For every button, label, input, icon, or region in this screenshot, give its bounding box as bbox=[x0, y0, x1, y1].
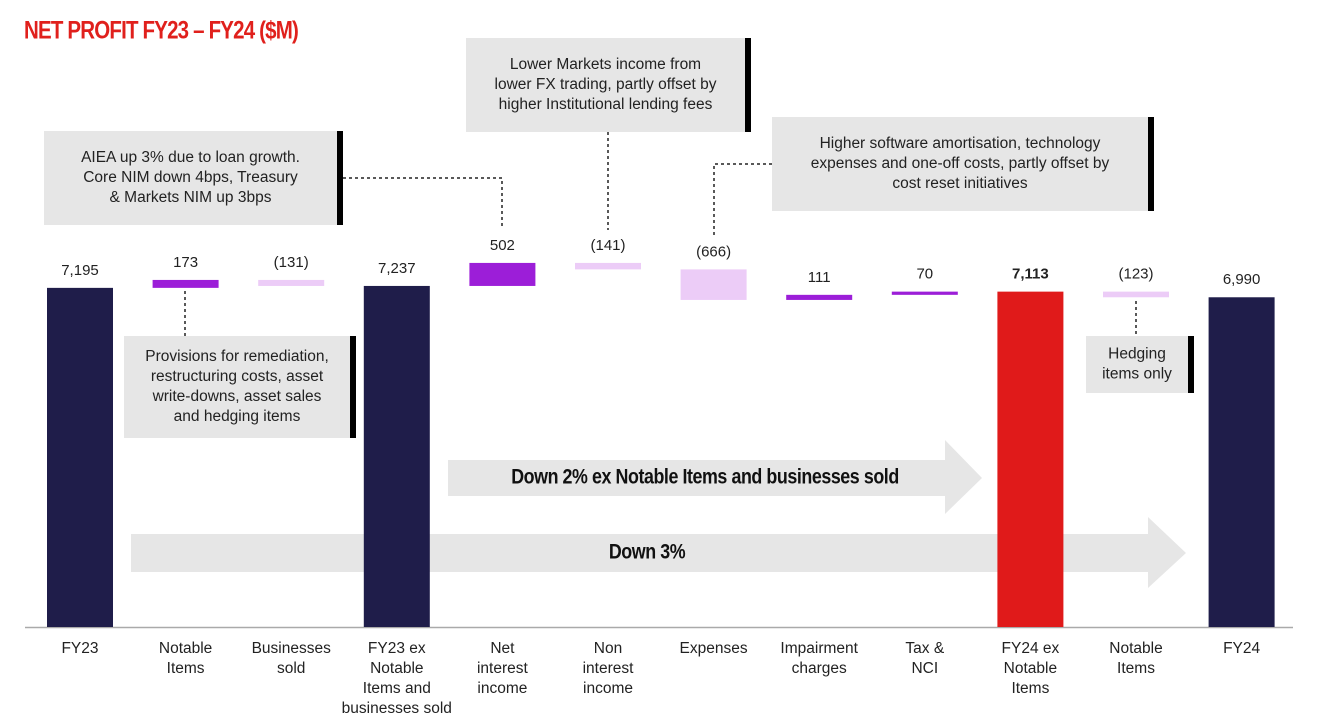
callout-bar bbox=[337, 131, 343, 225]
x-tick-label: interest bbox=[477, 660, 529, 677]
callout-text: Hedging bbox=[1108, 346, 1166, 363]
bar bbox=[891, 291, 958, 295]
callout-bar bbox=[1148, 117, 1154, 211]
x-tick-label: FY24 ex bbox=[1002, 640, 1060, 657]
callout-bar bbox=[1188, 336, 1194, 393]
callout-box bbox=[44, 131, 343, 225]
value-label: 173 bbox=[173, 254, 198, 271]
value-label: 6,990 bbox=[1223, 271, 1261, 288]
value-label: 70 bbox=[916, 266, 933, 283]
x-tick-label: FY23 ex bbox=[368, 640, 426, 657]
callout-text: and hedging items bbox=[174, 408, 301, 425]
value-label: 111 bbox=[808, 269, 831, 286]
x-tick-label: FY23 bbox=[61, 640, 98, 657]
callout-box bbox=[466, 38, 751, 132]
bar bbox=[575, 262, 641, 270]
callout-text: expenses and one-off costs, partly offse… bbox=[811, 155, 1110, 172]
x-tick-label: NCI bbox=[911, 660, 938, 677]
callout-box bbox=[1086, 336, 1194, 393]
x-tick-label: Items and bbox=[363, 680, 431, 697]
bar bbox=[363, 285, 430, 627]
chart-title: NET PROFIT FY23 – FY24 ($M) bbox=[24, 16, 298, 44]
x-tick-label: Businesses bbox=[252, 640, 332, 657]
callout-text: higher Institutional lending fees bbox=[499, 96, 713, 113]
callout-box bbox=[772, 117, 1154, 211]
x-tick-label: Notable bbox=[1109, 640, 1162, 657]
x-tick-label: Expenses bbox=[680, 640, 748, 657]
x-tick-label: Items bbox=[1011, 680, 1049, 697]
arrow-label: Down 3% bbox=[609, 540, 685, 564]
callout-text: AIEA up 3% due to loan growth. bbox=[81, 149, 300, 166]
value-label: 7,113 bbox=[1012, 266, 1049, 283]
arrow-label: Down 2% ex Notable Items and businesses … bbox=[511, 465, 899, 489]
bar bbox=[469, 262, 536, 286]
x-tick-label: Impairment bbox=[780, 640, 858, 657]
bar bbox=[47, 287, 113, 627]
x-tick-label: sold bbox=[277, 660, 305, 677]
callout-text: Lower Markets income from bbox=[510, 56, 701, 73]
callout-text: & Markets NIM up 3bps bbox=[110, 189, 272, 206]
x-tick-label: Notable bbox=[1004, 660, 1057, 677]
bar bbox=[258, 279, 325, 286]
x-tick-label: Items bbox=[167, 660, 205, 677]
callout-text: items only bbox=[1102, 366, 1172, 383]
callout-text: Provisions for remediation, bbox=[145, 348, 329, 365]
callout-bar bbox=[745, 38, 751, 132]
callout-text: restructuring costs, asset bbox=[151, 368, 324, 385]
connector bbox=[343, 177, 503, 228]
callout-box bbox=[124, 336, 356, 438]
bar bbox=[152, 279, 219, 288]
x-tick-label: interest bbox=[583, 660, 635, 677]
value-label: 7,195 bbox=[61, 262, 99, 279]
bar bbox=[1208, 297, 1275, 627]
x-tick-label: Tax & bbox=[905, 640, 944, 657]
bar bbox=[680, 269, 747, 300]
x-tick-label: Non bbox=[594, 640, 622, 657]
value-label: 502 bbox=[490, 237, 515, 254]
callout-text: cost reset initiatives bbox=[892, 175, 1027, 192]
x-tick-label: Items bbox=[1117, 660, 1155, 677]
x-tick-label: businesses sold bbox=[342, 700, 452, 717]
callout-bar bbox=[350, 336, 356, 438]
bar bbox=[1103, 291, 1169, 298]
connector bbox=[713, 163, 772, 238]
arrow bbox=[448, 440, 982, 514]
callout-text: Higher software amortisation, technology bbox=[820, 135, 1101, 152]
x-tick-label: Notable bbox=[159, 640, 212, 657]
value-label: (141) bbox=[590, 237, 625, 254]
value-label: (123) bbox=[1118, 266, 1153, 283]
x-tick-label: income bbox=[583, 680, 633, 697]
callout-text: Core NIM down 4bps, Treasury bbox=[83, 169, 298, 186]
x-tick-label: Notable bbox=[370, 660, 423, 677]
callout-text: write-downs, asset sales bbox=[152, 388, 322, 405]
x-tick-label: income bbox=[477, 680, 527, 697]
x-tick-label: charges bbox=[792, 660, 847, 677]
bar bbox=[997, 291, 1064, 627]
x-tick-label: Net bbox=[490, 640, 515, 657]
callout-text: lower FX trading, partly offset by bbox=[495, 76, 717, 93]
x-tick-label: FY24 bbox=[1223, 640, 1260, 657]
value-label: 7,237 bbox=[378, 260, 416, 277]
value-label: (666) bbox=[696, 243, 731, 260]
value-label: (131) bbox=[274, 254, 309, 271]
bar bbox=[786, 294, 853, 300]
